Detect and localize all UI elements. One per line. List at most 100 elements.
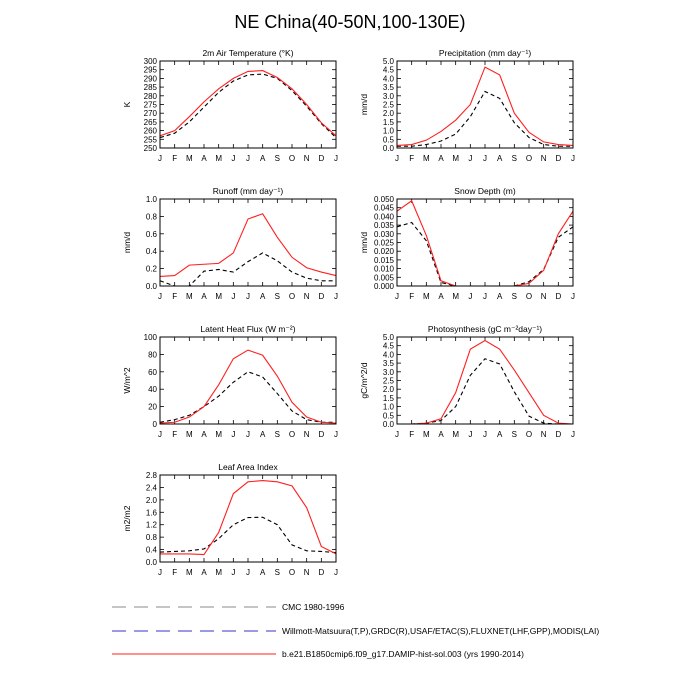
y-axis-label: mm/d <box>359 232 369 254</box>
x-tick-label: J <box>334 568 338 577</box>
x-tick-label: J <box>468 154 472 163</box>
x-tick-label: S <box>512 430 517 439</box>
x-tick-label: D <box>318 292 324 301</box>
x-tick-label: J <box>334 292 338 301</box>
plot-frame <box>396 198 574 287</box>
y-tick-label: 2.0 <box>383 385 395 394</box>
x-tick-label: J <box>483 154 487 163</box>
panel-2: Precipitation (mm day⁻¹) mm/d 0.00.51.01.5… <box>359 48 575 163</box>
y-tick-label: 0.5 <box>383 411 395 420</box>
y-axis-label: W/m^2 <box>122 367 132 393</box>
x-tick-label: A <box>497 292 503 301</box>
series-line-obs <box>159 516 337 554</box>
x-tick-label: J <box>334 430 338 439</box>
x-tick-label: O <box>526 154 532 163</box>
figure-title: NE China(40-50N,100-130E) <box>234 12 466 32</box>
panel-5: Latent Heat Flux (W m⁻²) W/m^2 0 20 40 60 80 10… <box>122 324 338 439</box>
x-tick-label: J <box>468 430 472 439</box>
x-tick-label: N <box>541 430 547 439</box>
series-line-obs <box>159 73 337 139</box>
series-line-model <box>160 480 337 556</box>
y-tick-label: 0.6 <box>146 230 158 239</box>
y-tick-label: 4.0 <box>383 74 395 83</box>
y-tick-label: 0.045 <box>374 204 395 213</box>
x-tick-label: N <box>304 292 310 301</box>
series-line-obs <box>514 226 574 287</box>
x-tick-label: J <box>246 430 250 439</box>
x-tick-label: O <box>526 292 532 301</box>
y-tick-label: 300 <box>144 57 158 66</box>
series-line-model <box>396 199 456 287</box>
x-tick-label: M <box>186 154 193 163</box>
y-tick-label: 0.2 <box>146 265 158 274</box>
y-tick-label: 0.0 <box>383 420 395 429</box>
y-tick-label: 0.035 <box>374 221 395 230</box>
y-tick-label: 2.4 <box>146 483 158 492</box>
x-tick-label: J <box>571 292 575 301</box>
x-tick-label: O <box>289 154 295 163</box>
y-tick-label: 0.040 <box>374 212 395 221</box>
x-tick-label: S <box>275 430 280 439</box>
x-tick-label: J <box>158 292 162 301</box>
x-tick-label: N <box>304 568 310 577</box>
plot-frame <box>159 60 337 149</box>
y-tick-label: 5.0 <box>383 333 395 342</box>
series-line-obs <box>397 358 573 425</box>
x-tick-label: D <box>555 430 561 439</box>
x-tick-label: M <box>423 154 430 163</box>
y-tick-label: 3.5 <box>383 83 395 92</box>
x-tick-label: A <box>260 568 266 577</box>
x-tick-label: D <box>318 430 324 439</box>
x-tick-label: J <box>395 430 399 439</box>
x-tick-label: J <box>246 568 250 577</box>
panel-3: Runoff (mm day⁻¹) mm/d 0.0 0.2 0.4 0.6 0.8 1.0 J… <box>122 186 338 301</box>
y-axis-label: K <box>122 101 132 107</box>
x-tick-label: F <box>172 568 177 577</box>
x-tick-label: J <box>483 292 487 301</box>
y-tick-label: 0.8 <box>146 533 158 542</box>
y-tick-label: 1.5 <box>383 118 395 127</box>
x-tick-label: M <box>186 292 193 301</box>
x-tick-label: M <box>186 430 193 439</box>
y-axis-label: gC/m^2/d <box>359 362 369 398</box>
panel-1: 2m Air Temperature (°K)K2502552602652702… <box>122 48 338 163</box>
y-tick-label: 265 <box>144 118 158 127</box>
y-tick-label: 80 <box>148 350 157 359</box>
legend: CMC 1980-1996 Willmott-Matsuura(T,P),GRDC… <box>112 602 599 659</box>
y-tick-label: 40 <box>148 385 157 394</box>
panel-title: Leaf Area Index <box>218 462 278 472</box>
y-tick-label: 20 <box>148 403 157 412</box>
series-line-model <box>397 339 574 425</box>
x-tick-label: J <box>231 154 235 163</box>
y-tick-label: 1.0 <box>146 195 158 204</box>
series-line-model <box>159 349 337 424</box>
y-tick-label: 4.5 <box>383 342 395 351</box>
x-tick-label: M <box>452 154 459 163</box>
y-tick-label: 0.050 <box>374 195 395 204</box>
x-tick-label: J <box>483 430 487 439</box>
x-tick-label: O <box>526 430 532 439</box>
x-tick-label: A <box>497 430 503 439</box>
y-tick-label: 2.5 <box>383 377 395 386</box>
x-tick-label: N <box>304 430 310 439</box>
y-tick-label: 270 <box>144 109 158 118</box>
y-tick-label: 285 <box>144 83 158 92</box>
y-tick-label: 0.0 <box>383 144 395 153</box>
y-tick-label: 4.5 <box>383 66 395 75</box>
x-tick-label: F <box>172 292 177 301</box>
x-tick-label: M <box>215 292 222 301</box>
x-tick-label: J <box>571 154 575 163</box>
x-tick-label: D <box>555 154 561 163</box>
x-tick-label: J <box>468 292 472 301</box>
legend-label-3: b.e21.B1850cmip6.f09_g17.DAMIP-hist-sol.… <box>282 649 524 659</box>
y-axis-label: mm/d <box>359 94 369 116</box>
panel-title: Runoff (mm day⁻¹) <box>213 186 284 196</box>
y-tick-label: 2.8 <box>146 471 158 480</box>
x-tick-label: N <box>541 292 547 301</box>
x-tick-label: J <box>158 568 162 577</box>
panel-title: Latent Heat Flux (W m⁻²) <box>200 324 295 334</box>
x-tick-label: D <box>318 568 324 577</box>
y-tick-label: 4.0 <box>383 350 395 359</box>
series-line-obs <box>159 371 336 423</box>
y-tick-label: 295 <box>144 66 158 75</box>
